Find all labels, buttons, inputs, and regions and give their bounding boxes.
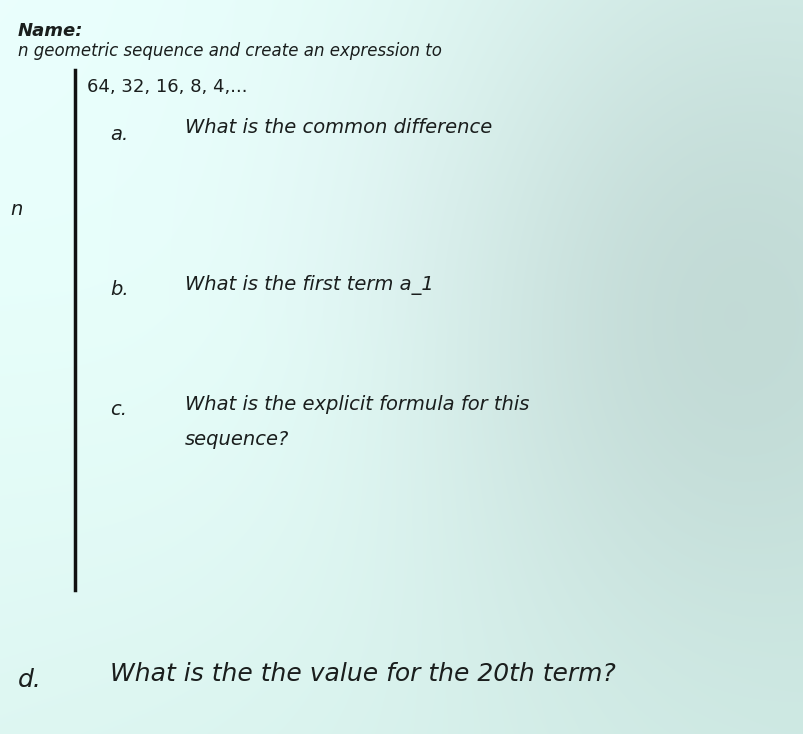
Text: sequence?: sequence? — [185, 430, 289, 449]
Text: n: n — [10, 200, 22, 219]
Text: What is the explicit formula for this: What is the explicit formula for this — [185, 395, 528, 414]
Text: What is the common difference: What is the common difference — [185, 118, 491, 137]
Text: 64, 32, 16, 8, 4,...: 64, 32, 16, 8, 4,... — [87, 78, 247, 96]
Text: a.: a. — [110, 125, 128, 144]
Text: What is the first term a_1: What is the first term a_1 — [185, 275, 433, 295]
Text: d.: d. — [18, 668, 42, 692]
Text: What is the the value for the 20th term?: What is the the value for the 20th term? — [110, 662, 615, 686]
Text: b.: b. — [110, 280, 128, 299]
Text: c.: c. — [110, 400, 127, 419]
Text: Name:: Name: — [18, 22, 84, 40]
Text: n geometric sequence and create an expression to: n geometric sequence and create an expre… — [18, 42, 442, 60]
